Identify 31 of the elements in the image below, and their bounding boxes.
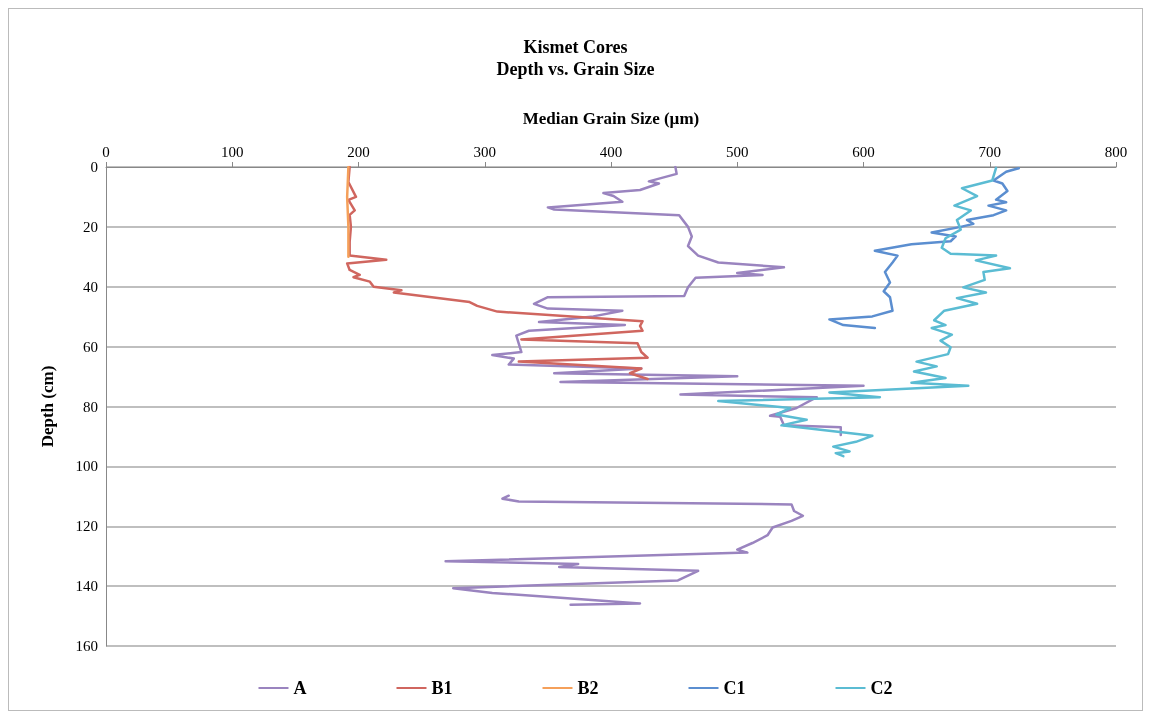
legend-label: C1 (723, 678, 746, 698)
y-tick-label: 160 (75, 638, 98, 654)
legend-label: A (293, 678, 307, 698)
y-tick-label: 60 (83, 338, 98, 355)
x-tick-label: 300 (473, 143, 496, 160)
y-tick-label: 0 (90, 159, 98, 175)
y-tick-label: 20 (83, 218, 98, 235)
legend-label: B1 (431, 678, 453, 698)
line-series (717, 166, 1012, 458)
x-tick-label: 100 (221, 143, 244, 160)
line-series (345, 165, 350, 259)
x-tick-label: 0 (102, 143, 110, 160)
line-series (345, 165, 649, 381)
y-tick-label: 40 (83, 278, 98, 295)
chart-subtitle: Depth vs. Grain Size (496, 59, 655, 79)
legend-label: B2 (577, 678, 599, 698)
chart-title: Kismet Cores (523, 37, 628, 57)
y-tick-label: 140 (75, 578, 98, 595)
x-tick-label: 800 (1104, 143, 1128, 160)
x-axis-title: Median Grain Size (µm) (522, 109, 700, 128)
x-tick-label: 600 (852, 143, 875, 160)
y-tick-label: 80 (83, 398, 98, 415)
x-tick-label: 400 (599, 143, 623, 160)
y-axis-title: Depth (cm) (38, 365, 57, 448)
x-tick-label: 500 (726, 143, 749, 160)
legend-label: C2 (870, 678, 893, 698)
y-tick-label: 100 (75, 458, 98, 475)
x-tick-label: 200 (347, 143, 370, 160)
y-tick-label: 120 (75, 518, 98, 535)
x-tick-label: 700 (978, 143, 1001, 160)
line-series (828, 166, 1021, 330)
